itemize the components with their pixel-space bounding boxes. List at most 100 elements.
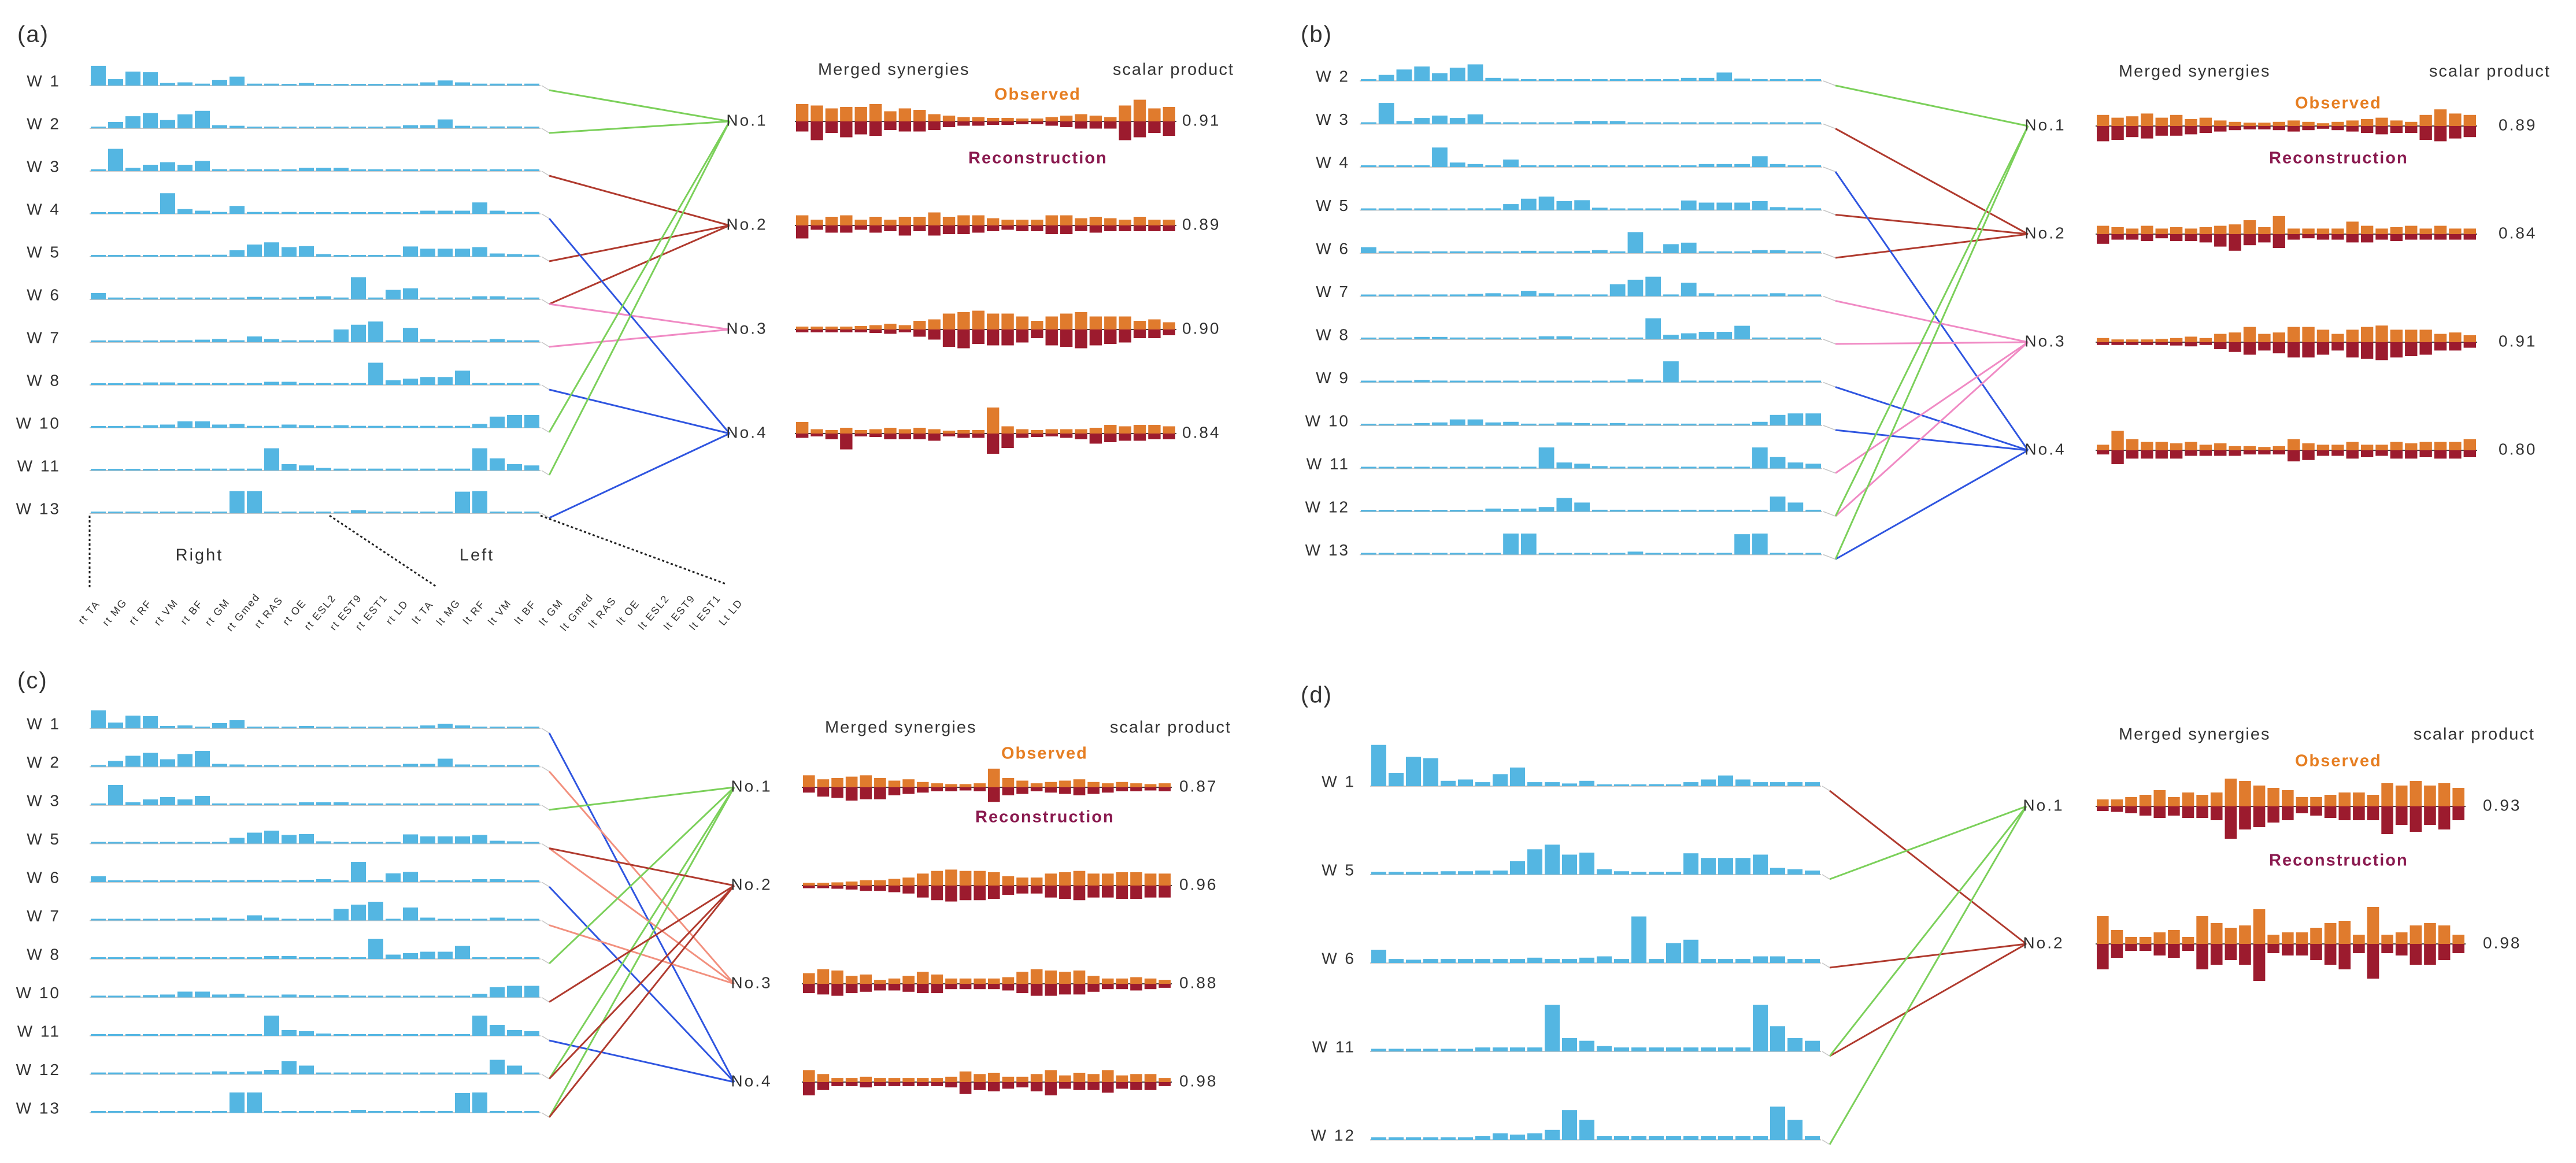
weight-bar bbox=[230, 206, 245, 214]
connection-line bbox=[549, 884, 735, 1003]
weight-bar bbox=[212, 424, 227, 428]
weight-bar bbox=[195, 1072, 210, 1075]
synergy-leader bbox=[1823, 209, 1836, 216]
weight-bar bbox=[334, 842, 349, 844]
weight-bar bbox=[334, 84, 349, 86]
synergy-label: W 6 bbox=[27, 286, 61, 303]
weight-bar bbox=[1579, 853, 1594, 875]
observed-bar bbox=[840, 215, 853, 225]
observed-bar bbox=[2214, 120, 2227, 126]
observed-bar bbox=[1016, 972, 1028, 984]
reconstruction-bar bbox=[1119, 434, 1131, 441]
reconstruction-bar bbox=[1060, 434, 1073, 438]
reconstruction-bar bbox=[2210, 944, 2223, 965]
reconstruction-bar bbox=[2199, 234, 2212, 243]
weight-bar bbox=[490, 879, 505, 882]
reconstruction-bar bbox=[2316, 342, 2330, 355]
weight-bar bbox=[490, 83, 505, 86]
weight-bar bbox=[1396, 337, 1412, 339]
reconstruction-bar bbox=[2214, 342, 2227, 349]
weight-bar bbox=[1475, 959, 1490, 963]
weight-bar bbox=[1538, 553, 1555, 555]
synergy-label: W 2 bbox=[27, 753, 61, 771]
reconstruction-bar bbox=[2419, 234, 2432, 240]
weight-bar bbox=[1538, 197, 1555, 210]
weight-bar bbox=[403, 995, 418, 998]
reconstruction-bar bbox=[2225, 806, 2237, 839]
weight-bar bbox=[1716, 164, 1733, 167]
reconstruction-bar bbox=[2390, 234, 2403, 241]
weight-bar bbox=[1716, 72, 1733, 81]
reconstruction-bar bbox=[945, 1082, 957, 1088]
weight-bar bbox=[282, 340, 297, 342]
reconstruction-bar bbox=[988, 787, 1000, 802]
observed-bar bbox=[796, 422, 809, 434]
weight-bar bbox=[1614, 959, 1629, 963]
reconstruction-bar bbox=[2405, 126, 2418, 133]
weight-bar bbox=[524, 83, 539, 86]
weight-bar bbox=[351, 1072, 366, 1075]
weight-bar bbox=[108, 255, 123, 257]
weight-bar bbox=[108, 383, 123, 385]
observed-bar bbox=[928, 429, 941, 434]
weight-bar bbox=[386, 803, 401, 805]
synergy-leader bbox=[1823, 123, 1836, 129]
weight-bar bbox=[1597, 1046, 1612, 1051]
weight-bar bbox=[1663, 509, 1679, 512]
reconstruction-bar bbox=[1116, 787, 1128, 791]
synergy-leader bbox=[541, 384, 550, 390]
weight-bar bbox=[1378, 510, 1394, 512]
weight-bar bbox=[1556, 165, 1572, 167]
observed-bar bbox=[2288, 439, 2300, 450]
weight-bar bbox=[212, 842, 227, 844]
weight-bar bbox=[1666, 1047, 1681, 1051]
weight-bar bbox=[143, 995, 158, 998]
reconstruction-bar bbox=[1104, 434, 1117, 442]
observed-label: Observed bbox=[1001, 745, 1088, 763]
reconstruction-bar bbox=[2296, 944, 2308, 955]
reconstruction-bar bbox=[840, 121, 853, 138]
weight-bar bbox=[1475, 871, 1490, 875]
observed-bar bbox=[942, 313, 956, 329]
connection-line bbox=[549, 847, 735, 887]
weight-bar bbox=[160, 726, 175, 728]
weight-bar bbox=[1770, 553, 1786, 555]
weight-bar bbox=[195, 957, 210, 959]
scalar-product-value: 0.98 bbox=[1179, 1072, 1218, 1090]
weight-bar bbox=[177, 469, 193, 471]
observed-bar bbox=[2390, 442, 2403, 450]
reconstruction-bar bbox=[2182, 944, 2194, 951]
observed-bar bbox=[817, 969, 830, 984]
weight-bar bbox=[1627, 337, 1644, 339]
weight-bar bbox=[420, 249, 435, 257]
observed-bar bbox=[1163, 426, 1175, 434]
weight-bar bbox=[212, 169, 227, 171]
weight-bar bbox=[247, 127, 262, 128]
reconstruction-bar bbox=[888, 1082, 901, 1086]
reconstruction-bar bbox=[1075, 329, 1087, 349]
synergy-label: W 12 bbox=[16, 1061, 61, 1079]
reconstruction-bar bbox=[869, 329, 882, 333]
reconstruction-bar bbox=[1001, 225, 1014, 230]
weight-bar bbox=[524, 383, 539, 385]
reconstruction-bar bbox=[1045, 787, 1057, 793]
observed-bar bbox=[957, 430, 970, 434]
observed-bar bbox=[1148, 220, 1161, 225]
observed-bar bbox=[2253, 909, 2266, 944]
observed-bar bbox=[1148, 319, 1161, 329]
weight-bar bbox=[264, 297, 279, 299]
weight-bar bbox=[1371, 872, 1386, 875]
weight-bar bbox=[420, 880, 435, 882]
weight-bar bbox=[108, 426, 123, 428]
observed-bar bbox=[2272, 446, 2285, 450]
weight-bar bbox=[1467, 294, 1483, 297]
reconstruction-bar bbox=[2302, 450, 2315, 460]
observed-bar bbox=[1030, 783, 1043, 787]
weight-bar bbox=[91, 293, 106, 299]
weight-bar bbox=[1414, 118, 1430, 124]
weight-bar bbox=[1441, 1137, 1456, 1140]
weight-bar bbox=[1449, 466, 1465, 469]
weight-bar bbox=[1423, 758, 1438, 786]
observed-bar bbox=[1030, 969, 1043, 984]
reconstruction-bar bbox=[2390, 450, 2403, 459]
